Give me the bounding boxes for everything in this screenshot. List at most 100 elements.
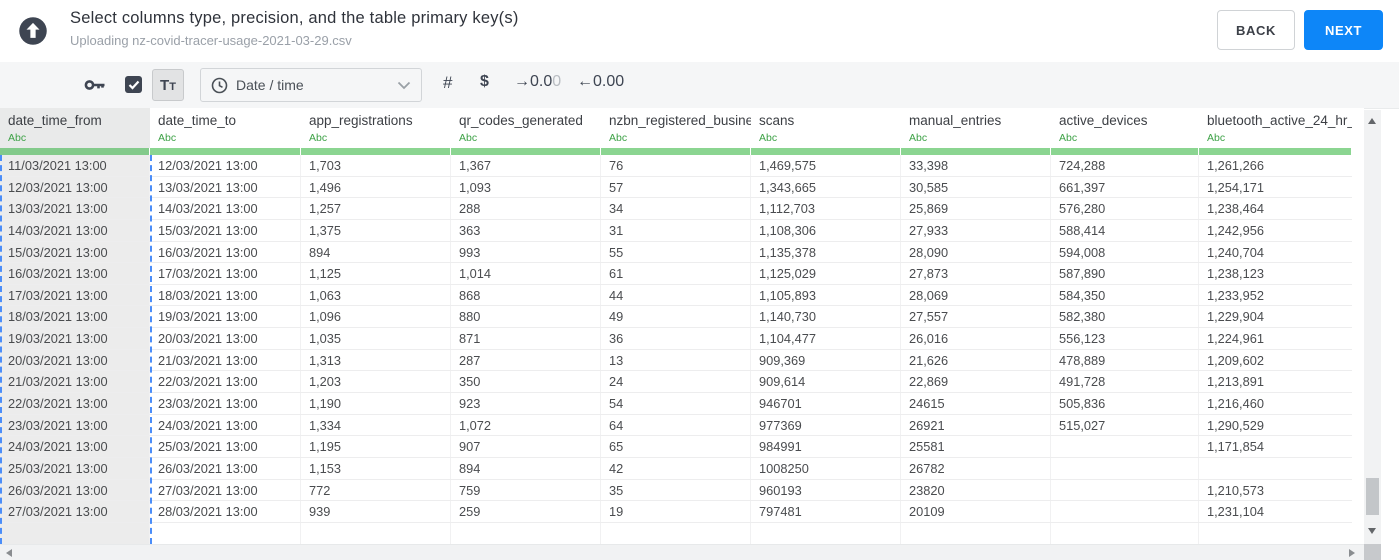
table-cell: 42 — [601, 457, 751, 479]
table-cell: 23/03/2021 13:00 — [150, 393, 301, 414]
table-cell: 1,216,460 — [1207, 396, 1264, 412]
column-type-label: Abc — [609, 132, 628, 144]
table-body: 11/03/2021 13:00 12/03/2021 13:00 1,703 1,3… — [0, 155, 1352, 544]
table-cell: 23/03/2021 13:00 — [0, 414, 150, 436]
table-cell: 17/03/2021 13:00 — [0, 284, 150, 306]
table-cell: 894 — [451, 457, 601, 479]
currency-type-button[interactable]: $ — [480, 73, 489, 90]
scroll-right-arrow-icon[interactable] — [1349, 549, 1355, 557]
vertical-scrollbar-thumb[interactable] — [1366, 478, 1379, 515]
table-cell: 27/03/2021 13:00 — [0, 501, 150, 522]
table-cell: 1,063 — [301, 284, 451, 306]
table-cell: 1,210,573 — [1207, 482, 1264, 498]
column-underline — [1199, 148, 1352, 155]
column-name: qr_codes_generated — [459, 113, 583, 128]
table-cell: 26/03/2021 13:00 — [0, 479, 150, 501]
table-cell: 576,280 — [1051, 198, 1199, 219]
table-cell — [0, 522, 150, 544]
decimal-increase-label: →0.0 — [514, 73, 553, 90]
table-cell: 21/03/2021 13:00 — [150, 349, 301, 371]
table-cell: 30,585 — [901, 176, 1051, 198]
number-type-button[interactable]: # — [443, 73, 453, 92]
vertical-scrollbar[interactable] — [1364, 110, 1381, 544]
table-cell: 1,093 — [451, 176, 601, 198]
table-cell: 1,229,904 — [1207, 309, 1264, 325]
column-header-qr_codes_generated[interactable]: qr_codes_generated Abc — [451, 108, 601, 148]
table-cell: 54 — [601, 393, 751, 414]
table-cell: 556,123 — [1051, 328, 1199, 349]
column-underline — [451, 148, 601, 155]
table-cell: 1,171,854 — [1207, 439, 1264, 455]
table-row: 26/03/2021 13:00 27/03/2021 13:00 772 759 35… — [0, 479, 1352, 502]
include-column-checkbox[interactable] — [125, 76, 142, 93]
table-cell: 1,203 — [301, 371, 451, 393]
upload-status: Uploading nz-covid-tracer-usage-2021-03-… — [70, 33, 352, 48]
table-row: 23/03/2021 13:00 24/03/2021 13:00 1,334 1,0… — [0, 414, 1352, 437]
decimal-increase-faded-digit: 0 — [552, 73, 562, 90]
column-type-label: Abc — [459, 132, 478, 144]
table-cell — [1199, 458, 1352, 479]
column-underline — [150, 148, 301, 155]
decimal-increase-button[interactable]: →0.00 — [514, 73, 561, 91]
table-cell: 993 — [451, 241, 601, 263]
back-button[interactable]: BACK — [1217, 10, 1295, 50]
column-type-label: Abc — [909, 132, 928, 144]
table-cell: 1,367 — [451, 155, 601, 176]
column-header-bluetooth_active_24_hr_[interactable]: bluetooth_active_24_hr_ Abc — [1199, 108, 1352, 148]
column-underline — [901, 148, 1051, 155]
table-row: 19/03/2021 13:00 20/03/2021 13:00 1,035 871… — [0, 328, 1352, 350]
table-cell: 287 — [451, 349, 601, 371]
table-row-empty — [0, 522, 1352, 544]
table-cell: 1,213,891 — [1207, 374, 1264, 390]
table-cell: 1,242,956 — [1207, 222, 1264, 238]
column-header-date_time_from[interactable]: date_time_from Abc — [0, 108, 150, 148]
decimal-decrease-button[interactable]: ←0.00 — [577, 73, 625, 90]
column-type-dropdown[interactable]: Date / time — [200, 68, 422, 102]
table-cell: 12/03/2021 13:00 — [0, 176, 150, 198]
table-row: 24/03/2021 13:00 25/03/2021 13:00 1,195 907… — [0, 436, 1352, 458]
table-cell: 1,125,029 — [751, 263, 901, 284]
table-cell: 11/03/2021 13:00 — [0, 155, 150, 176]
table-cell: 923 — [451, 393, 601, 414]
table-cell: 1008250 — [751, 457, 901, 479]
table-cell: 26,016 — [901, 328, 1051, 349]
table-cell: 1,014 — [451, 263, 601, 284]
scroll-up-arrow-icon[interactable] — [1368, 118, 1376, 124]
column-toolbar: Tt Date / time # $ →0.00 ←0.00 — [0, 62, 1399, 109]
table-row: 13/03/2021 13:00 14/03/2021 13:00 1,257 288… — [0, 198, 1352, 220]
column-header-manual_entries[interactable]: manual_entries Abc — [901, 108, 1051, 148]
scroll-down-arrow-icon[interactable] — [1368, 528, 1376, 534]
table-cell: 1,496 — [301, 176, 451, 198]
table-cell: 984991 — [751, 436, 901, 457]
scrollbar-corner — [1364, 544, 1381, 560]
chevron-down-icon — [397, 81, 411, 90]
horizontal-scrollbar[interactable] — [0, 544, 1364, 560]
column-name: nzbn_registered_busine — [609, 113, 751, 128]
table-cell: 26921 — [901, 414, 1051, 436]
column-header-date_time_to[interactable]: date_time_to Abc — [150, 108, 301, 148]
table-cell: 1,195 — [301, 436, 451, 457]
column-underline — [0, 148, 150, 155]
table-cell: 1,072 — [451, 414, 601, 436]
table-cell: 1,254,171 — [1207, 179, 1264, 195]
table-cell: 28,069 — [901, 284, 1051, 306]
scroll-left-arrow-icon[interactable] — [6, 549, 12, 557]
table-cell: 61 — [601, 263, 751, 284]
column-header-app_registrations[interactable]: app_registrations Abc — [301, 108, 451, 148]
table-cell — [1051, 436, 1199, 457]
table-row: 12/03/2021 13:00 13/03/2021 13:00 1,496 1,0… — [0, 176, 1352, 199]
primary-key-icon[interactable] — [84, 77, 108, 98]
table-cell: 20/03/2021 13:00 — [0, 349, 150, 371]
table-cell: 57 — [601, 176, 751, 198]
column-header-scans[interactable]: scans Abc — [751, 108, 901, 148]
column-header-nzbn_registered_busine[interactable]: nzbn_registered_busine Abc — [601, 108, 751, 148]
next-button[interactable]: NEXT — [1304, 10, 1383, 50]
table-cell: 19 — [601, 501, 751, 522]
table-cell: 25/03/2021 13:00 — [0, 457, 150, 479]
column-header-active_devices[interactable]: active_devices Abc — [1051, 108, 1199, 148]
table-cell: 1,153 — [301, 457, 451, 479]
table-cell: 724,288 — [1051, 155, 1199, 176]
table-cell: 22/03/2021 13:00 — [150, 371, 301, 393]
text-type-button[interactable]: Tt — [152, 69, 184, 101]
